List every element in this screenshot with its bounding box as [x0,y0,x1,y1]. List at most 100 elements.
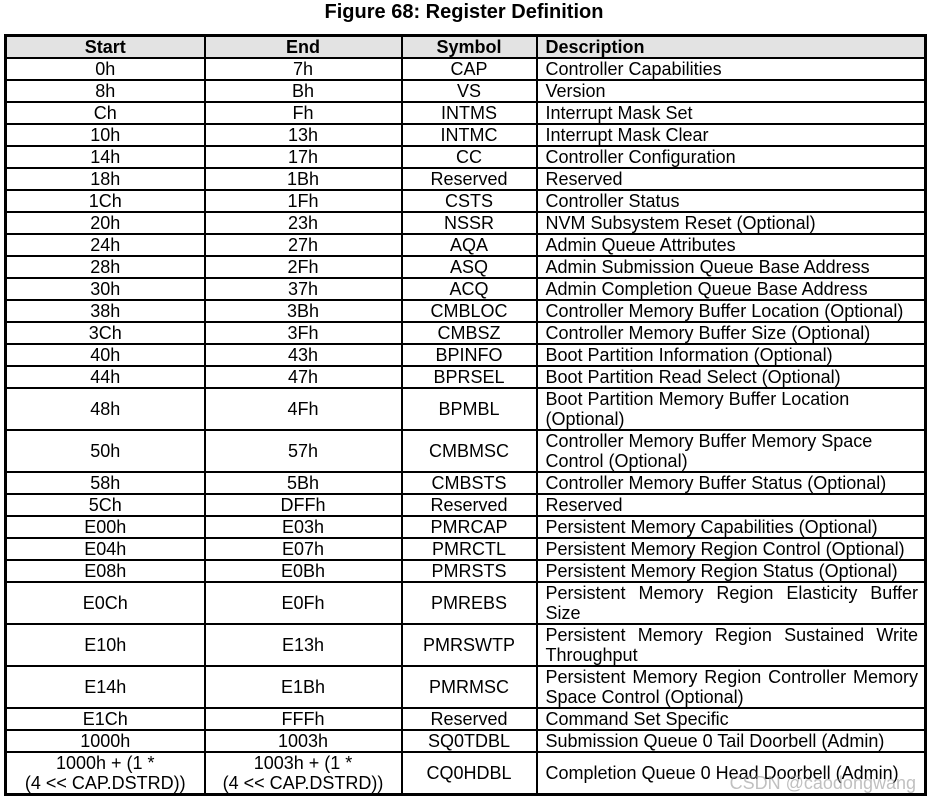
cell-description: Submission Queue 0 Tail Doorbell (Admin) [535,729,927,753]
cell-end: 4Fh [203,387,403,431]
cell-end: 7h [203,57,403,81]
table-row: E10h E13h PMRSWTP Persistent Memory Region … [4,623,927,667]
table-row: E00h E03h PMRCAP Persistent Memory Capabili… [4,515,927,539]
cell-start: Ch [4,101,206,125]
figure-title: Figure 68: Register Definition [324,1,604,23]
register-table-body: 0h 7h CAP Controller Capabilities 8h Bh VS Vers… [4,57,927,796]
cell-description: Controller Status [535,189,927,213]
table-row: 1Ch 1Fh CSTS Controller Status [4,189,927,213]
table-row: 44h 47h BPRSEL Boot Partition Read Select (… [4,365,927,389]
cell-end: DFFh [203,493,403,517]
cell-end: 47h [203,365,403,389]
cell-end: E1Bh [203,665,403,709]
cell-symbol: INTMS [400,101,538,125]
cell-start: 1Ch [4,189,206,213]
cell-symbol: Reserved [400,493,538,517]
cell-end: E07h [203,537,403,561]
cell-end: 57h [203,429,403,473]
table-row: 5Ch DFFh Reserved Reserved [4,493,927,517]
cell-end: 23h [203,211,403,235]
cell-end: 43h [203,343,403,367]
cell-description: Boot Partition Read Select (Optional) [535,365,927,389]
table-row: 20h 23h NSSR NVM Subsystem Reset (Optional) [4,211,927,235]
table-row: E1Ch FFFh Reserved Command Set Specific [4,707,927,731]
cell-end: 5Bh [203,471,403,495]
cell-symbol: Reserved [400,707,538,731]
cell-start: 40h [4,343,206,367]
cell-symbol: PMRMSC [400,665,538,709]
table-row: 3Ch 3Fh CMBSZ Controller Memory Buffer Size… [4,321,927,345]
cell-start: 48h [4,387,206,431]
column-header-end: End [203,34,403,59]
cell-start: 8h [4,79,206,103]
column-header-start: Start [4,34,206,59]
cell-end: 1Bh [203,167,403,191]
cell-symbol: BPMBL [400,387,538,431]
cell-description: Controller Configuration [535,145,927,169]
cell-symbol: SQ0TDBL [400,729,538,753]
table-row: 38h 3Bh CMBLOC Controller Memory Buffer Loc… [4,299,927,323]
cell-start: 0h [4,57,206,81]
cell-start: 44h [4,365,206,389]
cell-symbol: NSSR [400,211,538,235]
cell-symbol: PMRSWTP [400,623,538,667]
column-header-description: Description [535,34,927,59]
cell-description: Completion Queue 0 Head Doorbell (Admin) [535,751,927,796]
cell-end: E0Bh [203,559,403,583]
cell-end: FFFh [203,707,403,731]
cell-description: Controller Memory Buffer Status (Optiona… [535,471,927,495]
cell-description: Persistent Memory Region Elasticity Buff… [535,581,927,625]
column-header-symbol: Symbol [400,34,538,59]
cell-start: 38h [4,299,206,323]
cell-symbol: PMREBS [400,581,538,625]
cell-start: E04h [4,537,206,561]
cell-description: Admin Completion Queue Base Address [535,277,927,301]
table-row: 0h 7h CAP Controller Capabilities [4,57,927,81]
cell-start: 18h [4,167,206,191]
cell-end: 13h [203,123,403,147]
table-row: 58h 5Bh CMBSTS Controller Memory Buffer Sta… [4,471,927,495]
cell-description: Version [535,79,927,103]
cell-start: 1000h [4,729,206,753]
cell-end: E13h [203,623,403,667]
cell-end: Fh [203,101,403,125]
cell-symbol: BPRSEL [400,365,538,389]
cell-description: Boot Partition Information (Optional) [535,343,927,367]
cell-start: 58h [4,471,206,495]
cell-description: Controller Capabilities [535,57,927,81]
table-header: Start End Symbol Description [4,34,927,59]
cell-symbol: PMRCAP [400,515,538,539]
cell-end: 3Bh [203,299,403,323]
cell-start: E0Ch [4,581,206,625]
table-row: 18h 1Bh Reserved Reserved [4,167,927,191]
cell-symbol: CMBLOC [400,299,538,323]
cell-start: 30h [4,277,206,301]
cell-start: E1Ch [4,707,206,731]
cell-description: Admin Queue Attributes [535,233,927,257]
cell-description: Persistent Memory Capabilities (Optional… [535,515,927,539]
table-row: E04h E07h PMRCTL Persistent Memory Region C… [4,537,927,561]
table-row: 50h 57h CMBMSC Controller Memory Buffer Mem… [4,429,927,473]
cell-symbol: ASQ [400,255,538,279]
cell-start: 28h [4,255,206,279]
cell-symbol: CAP [400,57,538,81]
cell-description: Interrupt Mask Clear [535,123,927,147]
cell-start: 3Ch [4,321,206,345]
register-definition-table: Start End Symbol Description 0h 7h CAP Cont… [4,34,927,796]
cell-description: Controller Memory Buffer Memory Space Co… [535,429,927,473]
cell-description: Boot Partition Memory Buffer Location (O… [535,387,927,431]
cell-symbol: ACQ [400,277,538,301]
cell-end: Bh [203,79,403,103]
cell-description: Persistent Memory Region Status (Optiona… [535,559,927,583]
cell-end: 2Fh [203,255,403,279]
cell-start: E08h [4,559,206,583]
table-row: 1000h + (1 * (4 << CAP.DSTRD)) 1003h + (1… [4,751,927,796]
cell-end: 37h [203,277,403,301]
cell-description: Interrupt Mask Set [535,101,927,125]
cell-description: Reserved [535,493,927,517]
cell-start: 24h [4,233,206,257]
table-row: Ch Fh INTMS Interrupt Mask Set [4,101,927,125]
cell-start: 5Ch [4,493,206,517]
cell-start: 1000h + (1 * (4 << CAP.DSTRD)) [4,751,206,796]
